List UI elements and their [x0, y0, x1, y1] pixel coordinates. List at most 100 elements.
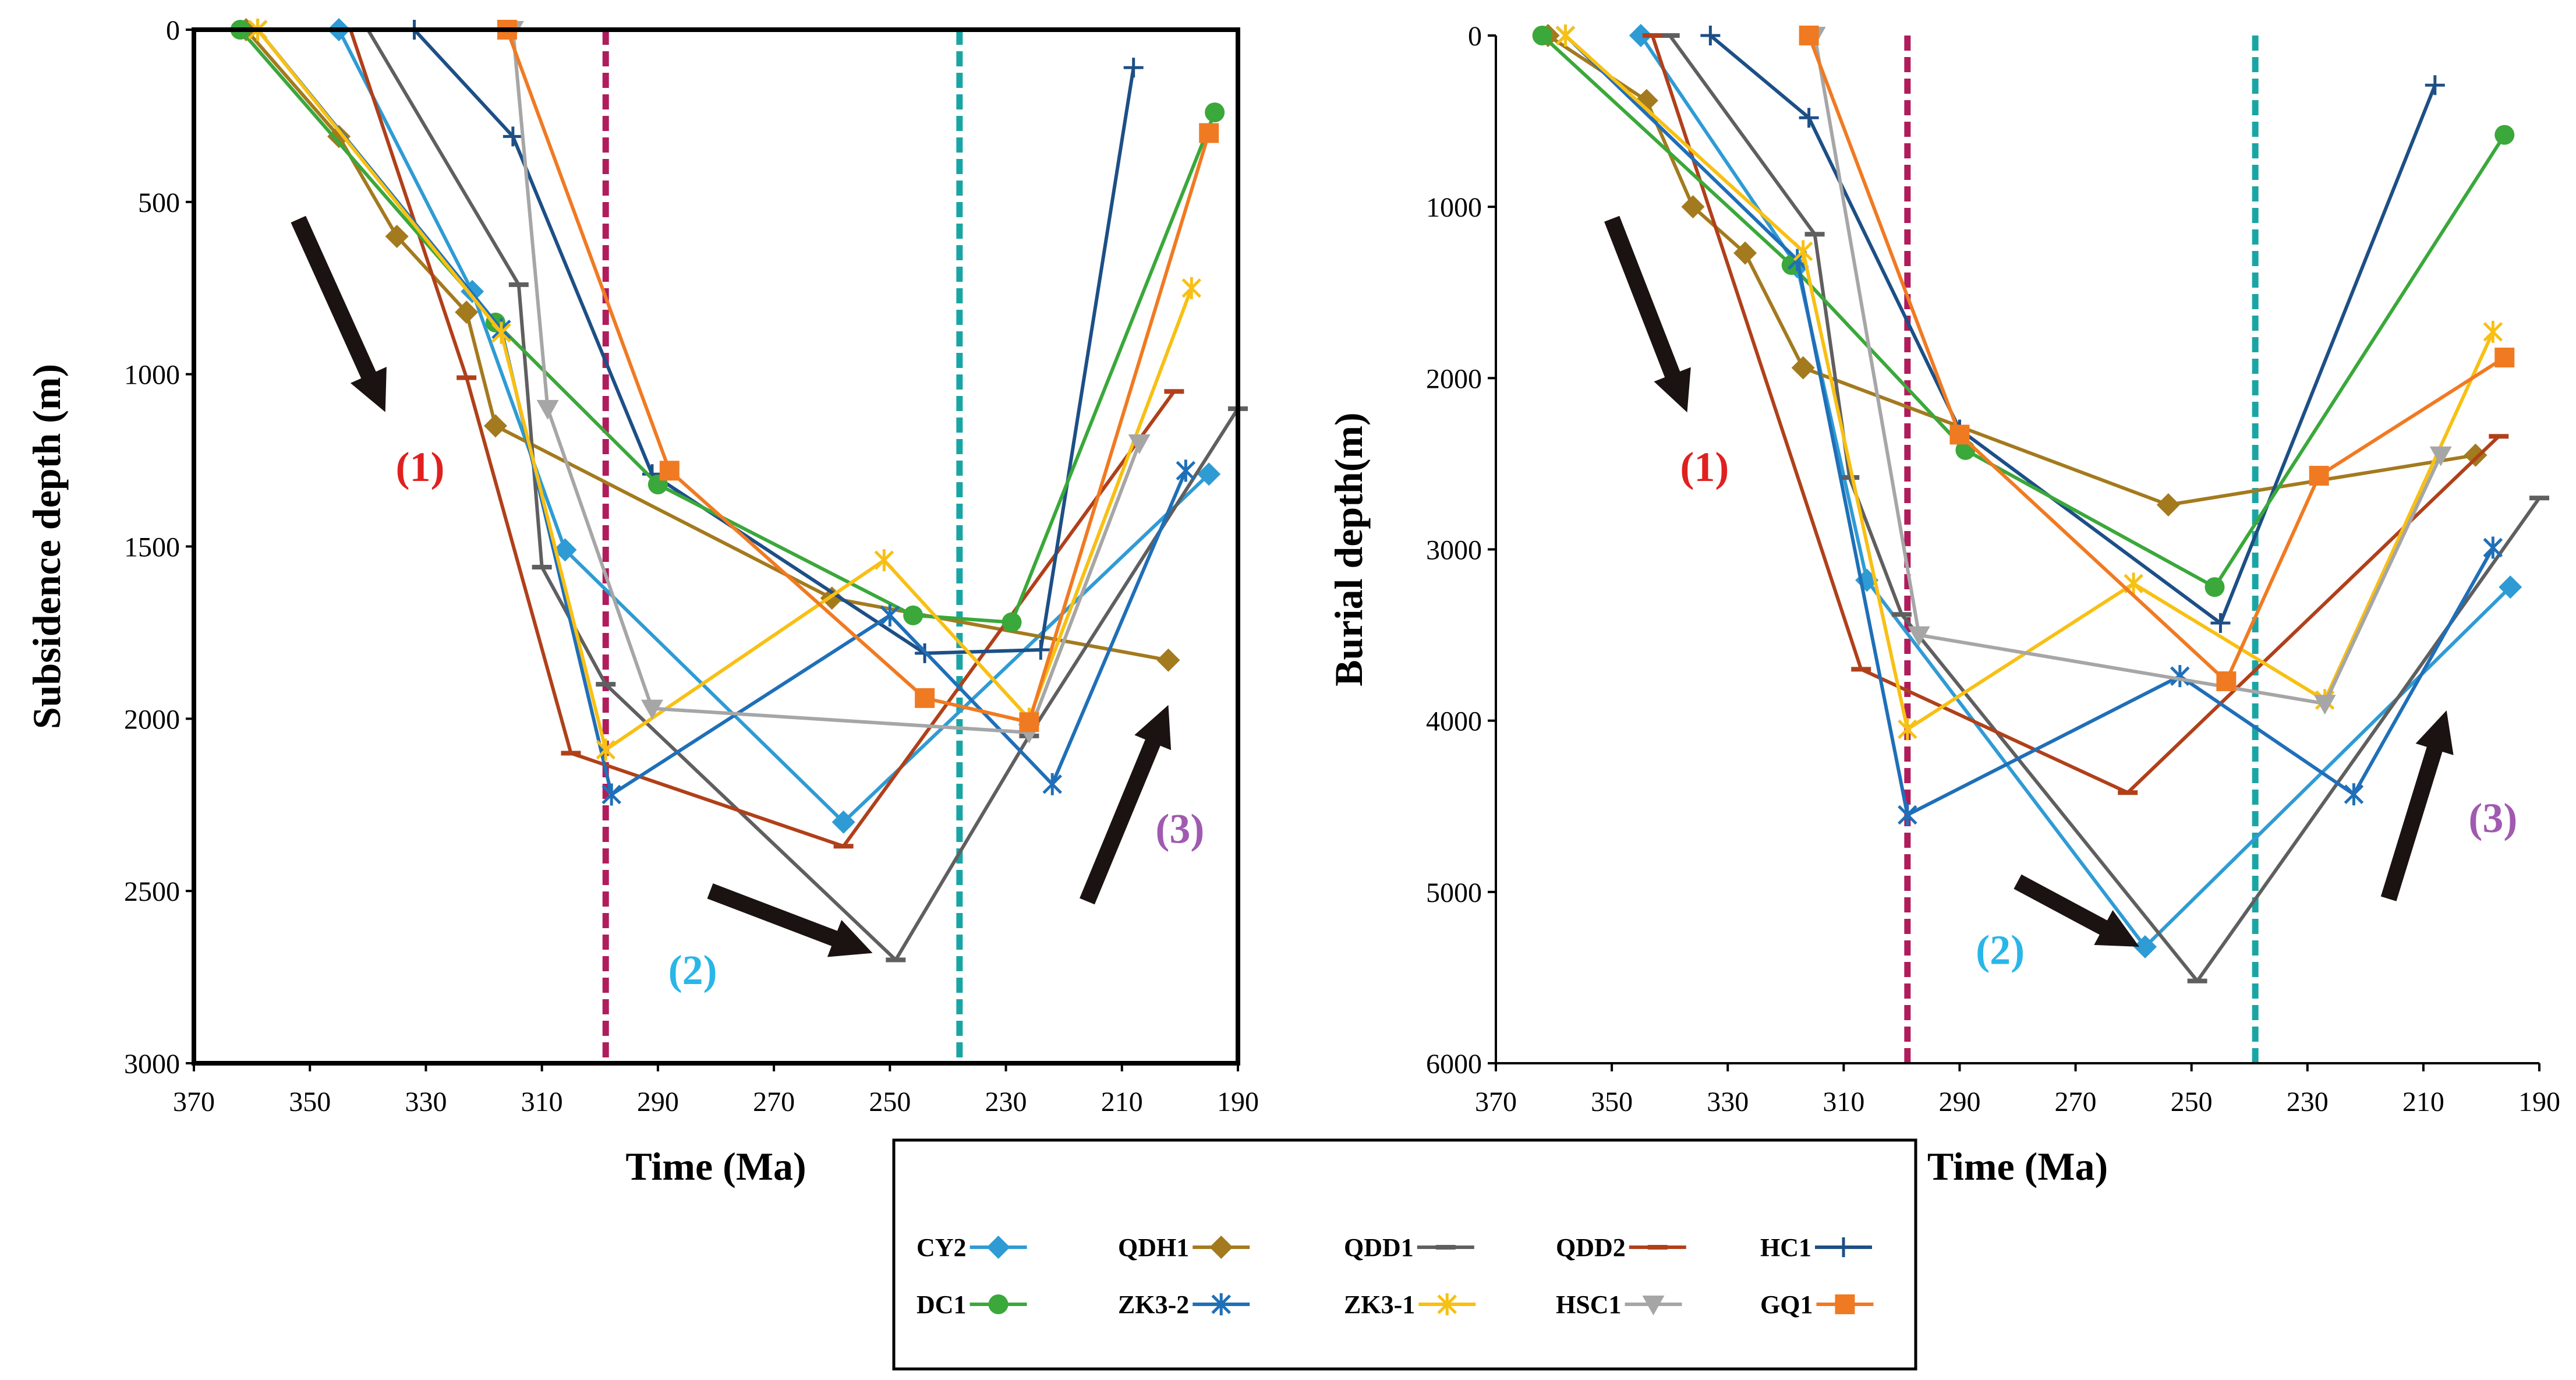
data-point — [2494, 348, 2515, 368]
series-line — [1668, 34, 2541, 983]
data-point — [2313, 695, 2336, 715]
y-tick-label: 4000 — [1426, 706, 1482, 737]
data-point — [553, 538, 577, 562]
series-line — [256, 29, 1188, 797]
series-line — [1564, 34, 2495, 817]
series-line — [1807, 34, 2506, 683]
trend-arrow-2 — [707, 883, 873, 957]
stage-label-1: (1) — [396, 444, 445, 490]
data-point — [1949, 424, 1970, 445]
y-tick-label: 2000 — [124, 704, 180, 735]
data-point — [1176, 459, 1196, 482]
data-point — [1123, 58, 1144, 78]
legend-label: ZK3-1 — [1344, 1290, 1415, 1319]
data-point — [1629, 24, 1653, 47]
legend-label: QDD1 — [1344, 1233, 1414, 1262]
series-qdd2 — [340, 27, 1184, 849]
y-tick-label: 500 — [138, 187, 180, 218]
x-tick-label: 370 — [1475, 1087, 1517, 1117]
data-point — [1799, 108, 1819, 128]
series-qdh1 — [1536, 24, 2487, 517]
x-tick-label: 270 — [753, 1087, 795, 1117]
x-tick-label: 350 — [1591, 1087, 1633, 1117]
data-point — [385, 225, 409, 248]
y-tick-label: 0 — [1468, 21, 1482, 52]
stage-label-3: (3) — [1155, 805, 1204, 852]
y-tick-label: 2000 — [1426, 363, 1482, 394]
legend-item-zk3-2: ZK3-2 — [1118, 1290, 1250, 1319]
series-line — [413, 28, 1135, 655]
series-line — [245, 29, 1169, 662]
x-tick-label: 310 — [1823, 1087, 1864, 1117]
trend-arrow-1 — [1604, 215, 1691, 413]
data-point — [641, 699, 663, 720]
data-point — [483, 414, 507, 438]
burial-chart: 370 350 330 310 290 270 250 230 210 190 0 1000 2000 3… — [1326, 21, 2560, 1188]
y-axis-label: Subsidence depth (m) — [24, 364, 69, 729]
series-zk3-2 — [247, 19, 1196, 806]
legend-label: CY2 — [917, 1233, 967, 1262]
series-dc1 — [1532, 26, 2515, 597]
data-point — [455, 300, 479, 324]
trend-arrow-3 — [2380, 710, 2454, 901]
data-point — [2494, 125, 2515, 145]
legend-label: GQ1 — [1760, 1290, 1813, 1319]
x-tick-label: 230 — [2287, 1087, 2329, 1117]
trend-arrow-3 — [1080, 705, 1172, 905]
legend-item-zk3-1: ZK3-1 — [1344, 1290, 1476, 1319]
legend-marker — [986, 1236, 1010, 1259]
legend-item-qdh1: QDH1 — [1118, 1233, 1250, 1262]
legend-item-gq1: GQ1 — [1760, 1290, 1874, 1319]
data-point — [2464, 443, 2487, 467]
data-point — [2133, 935, 2157, 958]
legend-label: QDH1 — [1118, 1233, 1189, 1262]
data-point — [1199, 123, 1219, 143]
legend-marker — [1835, 1294, 1855, 1314]
y-tick-label: 3000 — [124, 1049, 180, 1080]
data-point — [1799, 26, 1819, 45]
data-point — [1733, 241, 1757, 265]
stage-label-2: (2) — [668, 947, 717, 993]
data-point — [1898, 718, 1917, 741]
x-axis-label: Time (Ma) — [625, 1144, 806, 1188]
data-point — [2344, 783, 2364, 806]
data-point — [596, 738, 616, 761]
stage-label-2: (2) — [1976, 926, 2025, 973]
y-tick-label: 2500 — [124, 876, 180, 907]
x-tick-label: 370 — [173, 1087, 215, 1117]
y-tick-label: 1000 — [1426, 192, 1482, 223]
y-tick-label: 5000 — [1426, 877, 1482, 908]
series-line — [337, 29, 1211, 824]
data-point — [831, 810, 855, 834]
legend-item-hsc1: HSC1 — [1556, 1290, 1682, 1319]
series-zk3-1 — [1555, 24, 2503, 741]
x-tick-label: 250 — [869, 1087, 911, 1117]
data-point — [1031, 640, 1051, 660]
series-line — [256, 29, 1194, 752]
x-axis-label: Time (Ma) — [1927, 1144, 2108, 1188]
data-point — [601, 783, 621, 806]
data-point — [1042, 773, 1063, 795]
data-point — [1793, 240, 1813, 263]
series-line — [1813, 35, 2443, 706]
y-tick-label: 1000 — [124, 360, 180, 391]
data-point — [2483, 320, 2503, 343]
data-point — [2210, 613, 2231, 633]
legend-marker — [1209, 1236, 1233, 1259]
data-point — [1681, 195, 1705, 219]
series-line — [1564, 34, 2495, 731]
x-tick-label: 350 — [289, 1087, 331, 1117]
legend: CY2 QDH1 QDD1 QDD2 HC1 DC1 ZK3-2 ZK3-1 HSC1 GQ1 — [892, 1138, 1917, 1371]
series-gq1 — [497, 20, 1219, 733]
data-point — [1019, 712, 1039, 733]
legend-marker — [988, 1294, 1009, 1314]
x-tick-label: 330 — [405, 1087, 447, 1117]
x-tick-label: 210 — [2402, 1087, 2444, 1117]
x-tick-label: 330 — [1707, 1087, 1749, 1117]
series-line — [239, 29, 1216, 624]
data-point — [536, 399, 559, 420]
x-tick-label: 230 — [985, 1087, 1027, 1117]
x-tick-label: 270 — [2055, 1087, 2097, 1117]
data-point — [915, 688, 935, 708]
data-point — [903, 605, 923, 625]
